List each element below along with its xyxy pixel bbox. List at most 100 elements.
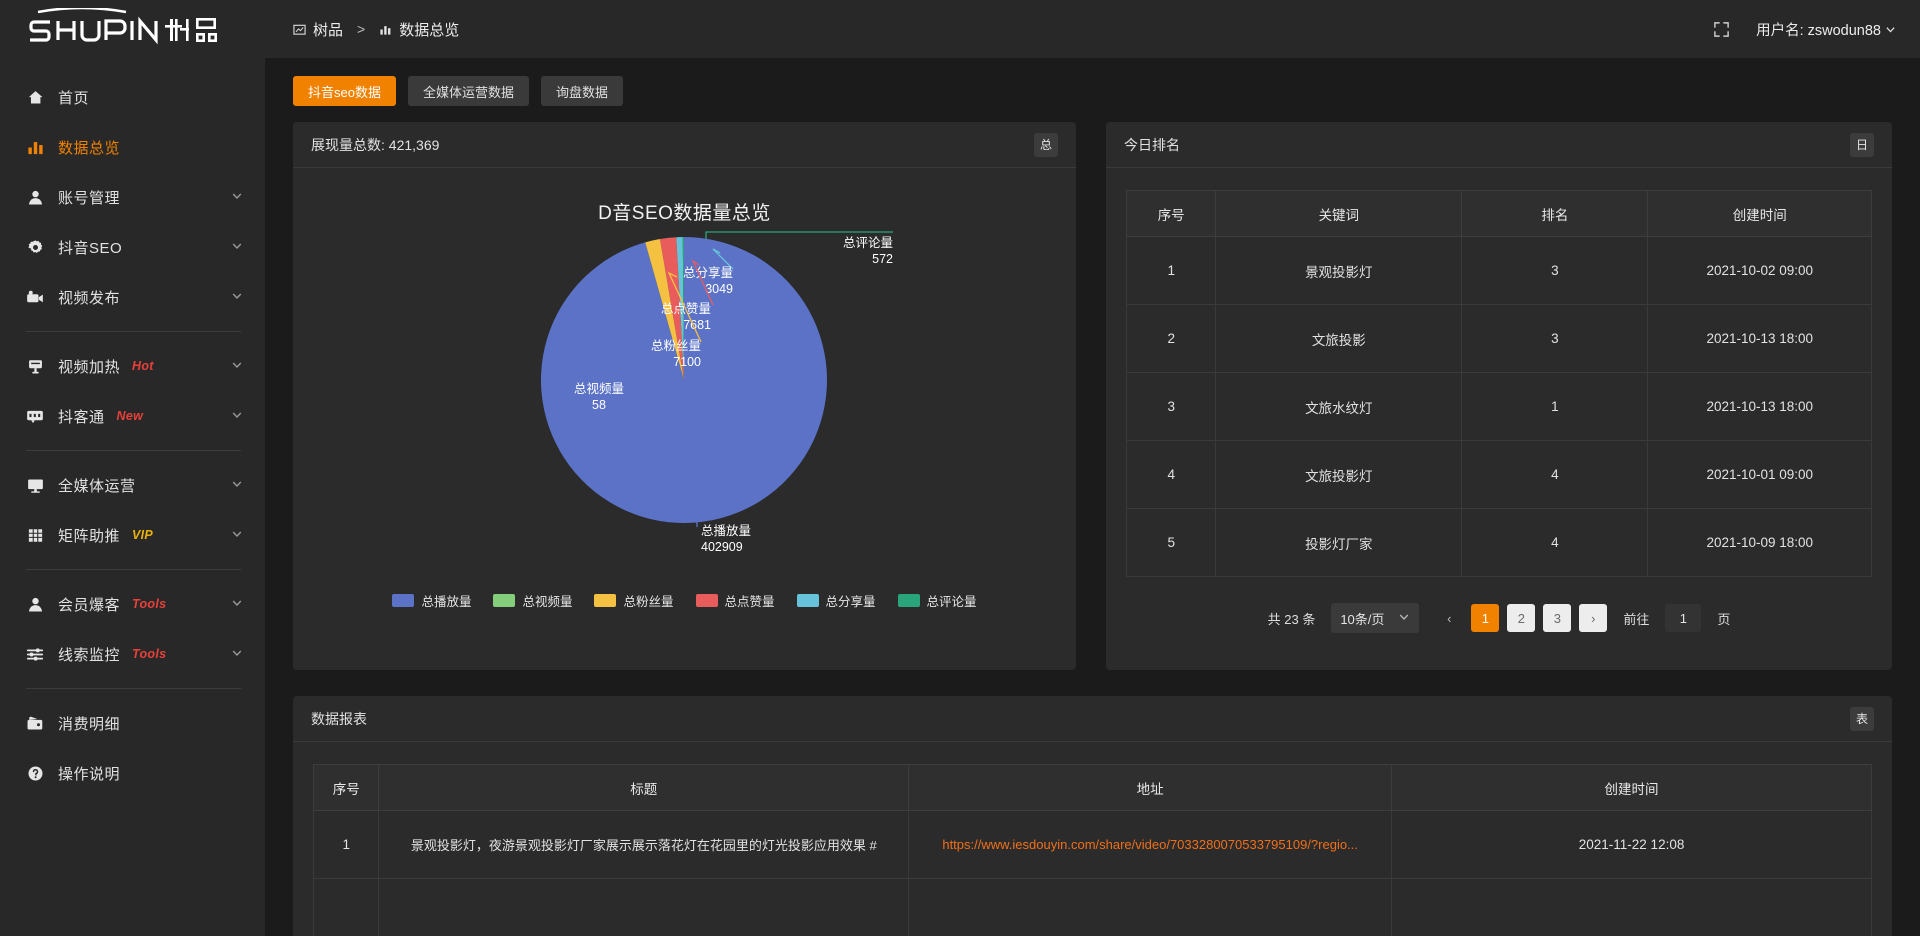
report-cell: 2021-11-22 12:08 xyxy=(1391,810,1872,879)
chat-icon xyxy=(24,406,46,426)
dashboard-row: 展现量总数: 421,369 总 D音SEO数据量总览 总评论量 572 总分享量 3… xyxy=(293,122,1892,670)
wallet-icon xyxy=(24,713,46,733)
pie-label-value-4: 3049 xyxy=(705,282,733,296)
pagination-page-1[interactable]: 1 xyxy=(1471,604,1500,632)
table-row[interactable] xyxy=(312,878,1872,936)
pie-slice-0[interactable] xyxy=(540,237,827,523)
pagination-jump-input[interactable] xyxy=(1665,604,1702,632)
table-row[interactable]: 3 文旅水纹灯 1 2021-10-13 18:00 xyxy=(1125,372,1872,441)
sidebar-item-label: 抖音SEO xyxy=(58,239,123,257)
legend-swatch-icon xyxy=(392,594,415,607)
tab-2[interactable]: 询盘数据 xyxy=(540,76,623,106)
rank-cell: 3 xyxy=(1125,372,1217,441)
user-menu[interactable]: 用户名: zswodun88 xyxy=(1756,19,1896,40)
sidebar-item-12[interactable]: 操作说明 xyxy=(0,748,265,798)
pie-slice-3[interactable] xyxy=(660,237,684,380)
tab-1[interactable]: 全媒体运营数据 xyxy=(407,76,529,106)
legend-item-1[interactable]: 总视频量 xyxy=(493,591,572,610)
sidebar-item-0[interactable]: 首页 xyxy=(0,72,265,122)
sidebar-item-9[interactable]: 会员爆客 Tools xyxy=(0,579,265,629)
chevron-down-icon xyxy=(231,359,243,373)
table-row[interactable]: 5 投影灯厂家 4 2021-10-09 18:00 xyxy=(1125,508,1872,577)
report-cell xyxy=(312,878,380,936)
sidebar-item-label: 矩阵助推 xyxy=(58,527,121,545)
legend-item-3[interactable]: 总点赞量 xyxy=(695,591,775,610)
pie-slice-1[interactable] xyxy=(645,242,684,380)
fullscreen-icon[interactable] xyxy=(1713,21,1730,38)
chevron-down-icon xyxy=(231,290,243,304)
sidebar-item-10[interactable]: 线索监控 Tools xyxy=(0,629,265,679)
sidebar-divider xyxy=(26,569,241,570)
pie-leader-line-2 xyxy=(667,271,702,343)
report-cell xyxy=(1391,878,1872,936)
bar-chart-icon xyxy=(24,137,46,157)
legend-item-5[interactable]: 总评论量 xyxy=(897,591,977,610)
pie-label-name-2: 总粉丝量 xyxy=(651,338,701,353)
grid-icon xyxy=(24,525,46,545)
legend-label: 总视频量 xyxy=(522,595,573,609)
chart-period-badge[interactable]: 总 xyxy=(1034,132,1058,157)
report-url-link[interactable]: https://www.iesdouyin.com/share/video/70… xyxy=(908,810,1393,879)
sidebar-item-7[interactable]: 全媒体运营 xyxy=(0,460,265,510)
rank-period-badge[interactable]: 日 xyxy=(1850,132,1874,157)
table-row[interactable]: 4 文旅投影灯 4 2021-10-01 09:00 xyxy=(1125,440,1872,509)
topbar-right: 用户名: zswodun88 xyxy=(1713,19,1896,40)
rank-cell: 4 xyxy=(1461,508,1649,577)
tab-0[interactable]: 抖音seo数据 xyxy=(293,76,396,106)
table-row[interactable]: 2 文旅投影 3 2021-10-13 18:00 xyxy=(1125,304,1872,373)
rank-cell: 2021-10-02 09:00 xyxy=(1647,236,1872,305)
report-table-body: 1 景观投影灯，夜游景观投影灯厂家展示展示落花灯在花园里的灯光投影应用效果 # ht… xyxy=(312,810,1872,936)
sidebar-item-1[interactable]: 数据总览 xyxy=(0,122,265,172)
breadcrumb-root[interactable]: 树品 xyxy=(313,21,344,39)
chart-legend: 总播放量 总视频量 总粉丝量 总点赞量 总分享量 总评论量 xyxy=(293,591,1076,610)
sidebar-item-11[interactable]: 消费明细 xyxy=(0,698,265,748)
pie-slice-5[interactable] xyxy=(682,237,684,380)
chevron-down-icon xyxy=(231,597,243,611)
sidebar-item-label: 操作说明 xyxy=(58,765,121,783)
sidebar-item-5[interactable]: 视频加热 Hot xyxy=(0,341,265,391)
legend-item-4[interactable]: 总分享量 xyxy=(796,591,876,610)
pie-slice-4[interactable] xyxy=(676,237,684,380)
legend-swatch-icon xyxy=(897,594,920,607)
rank-cell: 景观投影灯 xyxy=(1215,236,1463,305)
sidebar-item-4[interactable]: 视频发布 xyxy=(0,272,265,322)
main-area: 树品 > 数据总览 用户名: zswodun88 xyxy=(265,0,1920,936)
pagination-page-3[interactable]: 3 xyxy=(1543,604,1572,632)
pagination-total: 共 23 条 xyxy=(1267,611,1316,627)
report-col-header-2: 地址 xyxy=(908,764,1393,811)
legend-label: 总评论量 xyxy=(926,595,977,609)
user-icon xyxy=(24,187,46,207)
table-row[interactable]: 1 景观投影灯，夜游景观投影灯厂家展示展示落花灯在花园里的灯光投影应用效果 # ht… xyxy=(312,810,1872,879)
table-row[interactable]: 1 景观投影灯 3 2021-10-02 09:00 xyxy=(1125,236,1872,305)
rank-col-header-0: 序号 xyxy=(1125,190,1217,237)
legend-item-0[interactable]: 总播放量 xyxy=(392,591,471,610)
pie-slice-2[interactable] xyxy=(645,239,684,380)
sidebar-item-2[interactable]: 账号管理 xyxy=(0,172,265,222)
sidebar-item-3[interactable]: 抖音SEO xyxy=(0,222,265,272)
pagination-prev-button[interactable]: ‹ xyxy=(1447,610,1452,626)
pagination-page-2[interactable]: 2 xyxy=(1507,604,1536,632)
chevron-down-icon xyxy=(231,528,243,542)
brand-logo[interactable] xyxy=(0,0,265,58)
breadcrumb-current[interactable]: 数据总览 xyxy=(399,21,460,39)
sidebar-item-label: 会员爆客 xyxy=(58,596,121,614)
pie-chart[interactable]: 总评论量 572 总分享量 3049 总点赞量 7681 总粉丝量 7100 总视频量 58 总播放… xyxy=(293,225,1076,585)
chevron-down-icon xyxy=(1886,26,1895,32)
pie-leader-line-0 xyxy=(684,492,698,527)
pagination-next-button[interactable]: › xyxy=(1579,604,1608,632)
sidebar-item-6[interactable]: 抖客通 New xyxy=(0,391,265,441)
rank-card-title: 今日排名 xyxy=(1124,136,1180,153)
sidebar-item-8[interactable]: 矩阵助推 VIP xyxy=(0,510,265,560)
pie-label-name-5: 总评论量 xyxy=(843,236,893,250)
rank-cell: 4 xyxy=(1461,440,1649,509)
report-col-header-0: 序号 xyxy=(312,764,380,811)
rank-cell: 2 xyxy=(1125,304,1217,373)
report-card-body: 序号 标题 地址 创建时间 1 景观投影灯，夜游景观投影灯厂家展示展示落花灯在花园里的灯… xyxy=(293,742,1892,936)
page-size-select[interactable]: 10条/页 xyxy=(1331,603,1420,633)
report-view-badge[interactable]: 表 xyxy=(1850,706,1874,731)
sidebar-item-badge: New xyxy=(116,409,144,423)
report-table: 序号 标题 地址 创建时间 1 景观投影灯，夜游景观投影灯厂家展示展示落花灯在花园里的灯… xyxy=(312,764,1872,936)
sidebar-item-badge: Hot xyxy=(132,359,154,373)
rank-cell: 2021-10-13 18:00 xyxy=(1647,304,1872,373)
legend-item-2[interactable]: 总粉丝量 xyxy=(594,591,674,610)
